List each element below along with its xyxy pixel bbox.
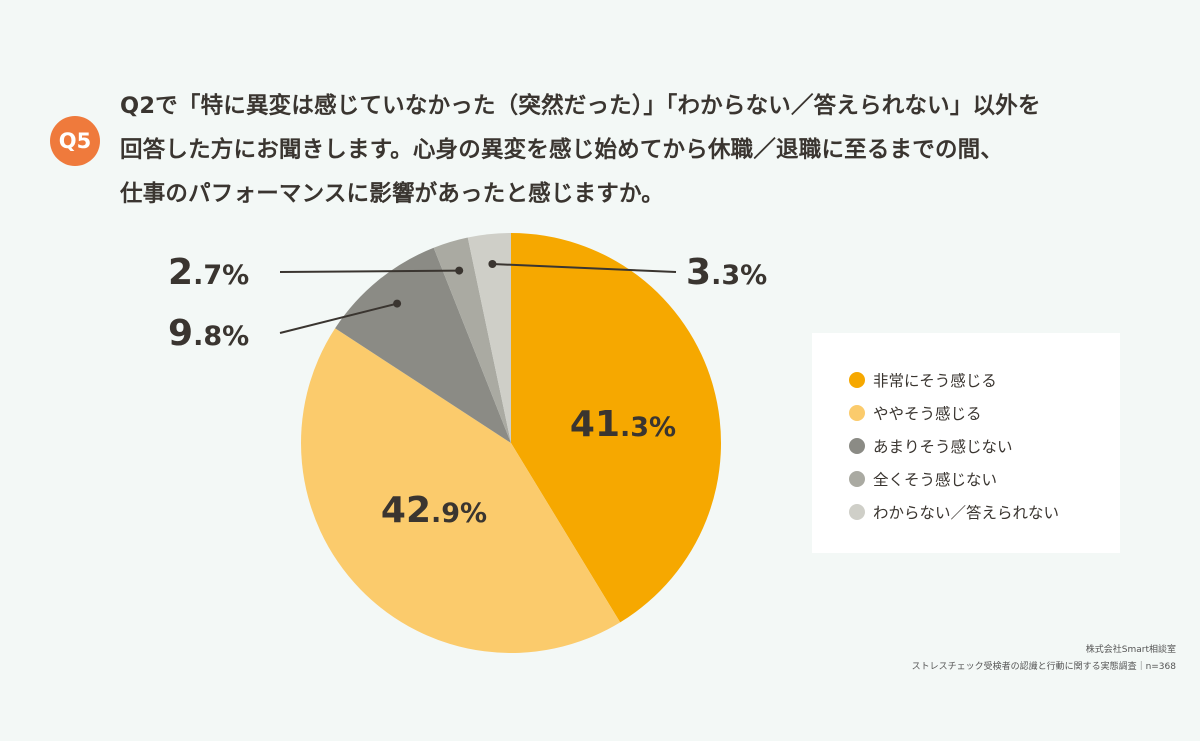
pie-slice: [433, 237, 511, 443]
legend-label: あまりそう感じない: [873, 437, 1013, 456]
leader-line: [279, 269, 460, 273]
question-line: 回答した方にお聞きします。心身の異変を感じ始めてから休職／退職に至るまでの間、: [120, 137, 1004, 163]
pie-slice: [467, 233, 511, 443]
credit-company: 株式会社Smart相談室: [1085, 645, 1176, 655]
leader-dot: [488, 260, 497, 268]
data-label: 41.3%: [570, 404, 676, 445]
leader-dot: [455, 266, 464, 275]
legend-swatch: [849, 371, 865, 388]
legend-label: 非常にそう感じる: [873, 371, 997, 390]
pie-slice: [511, 232, 722, 623]
legend-label: 全くそう感じない: [873, 470, 998, 489]
leader-line: [492, 263, 677, 273]
pie-slice: [335, 247, 511, 443]
legend-label: わからない／答えられない: [873, 503, 1060, 522]
data-label: 2.7%: [168, 252, 249, 293]
legend-item: 全くそう感じない: [812, 462, 1120, 495]
question-text: Q2で「特に異変は感じていなかった（突然だった）」「わからない／答えられない」以…: [120, 84, 1180, 216]
data-label: 9.8%: [168, 313, 249, 354]
question-line: 仕事のパフォーマンスに影響があったと感じますか。: [120, 181, 664, 207]
credit-survey: ストレスチェック受検者の認識と行動に関する実態調査｜n=368: [911, 662, 1176, 672]
question-badge: Q5: [50, 116, 100, 166]
legend-label: ややそう感じる: [873, 404, 982, 423]
pie-slice: [301, 328, 621, 653]
data-label: 42.9%: [381, 490, 487, 531]
legend-swatch: [849, 503, 865, 520]
legend-swatch: [849, 404, 865, 421]
question-line: Q2で「特に異変は感じていなかった（突然だった）」「わからない／答えられない」以…: [120, 93, 1041, 119]
legend-item: ややそう感じる: [812, 396, 1120, 429]
legend-item: わからない／答えられない: [812, 495, 1120, 528]
leader-line: [279, 302, 398, 334]
legend-item: あまりそう感じない: [812, 429, 1120, 462]
leader-dot: [393, 299, 402, 308]
legend-swatch: [849, 470, 865, 487]
legend-swatch: [849, 437, 865, 454]
source-credit: 株式会社Smart相談室 ストレスチェック受検者の認識と行動に関する実態調査｜n…: [912, 642, 1176, 676]
legend: 非常にそう感じる ややそう感じる あまりそう感じない 全くそう感じない わからな…: [812, 333, 1120, 553]
legend-item: 非常にそう感じる: [812, 363, 1120, 396]
data-label: 3.3%: [686, 252, 767, 293]
